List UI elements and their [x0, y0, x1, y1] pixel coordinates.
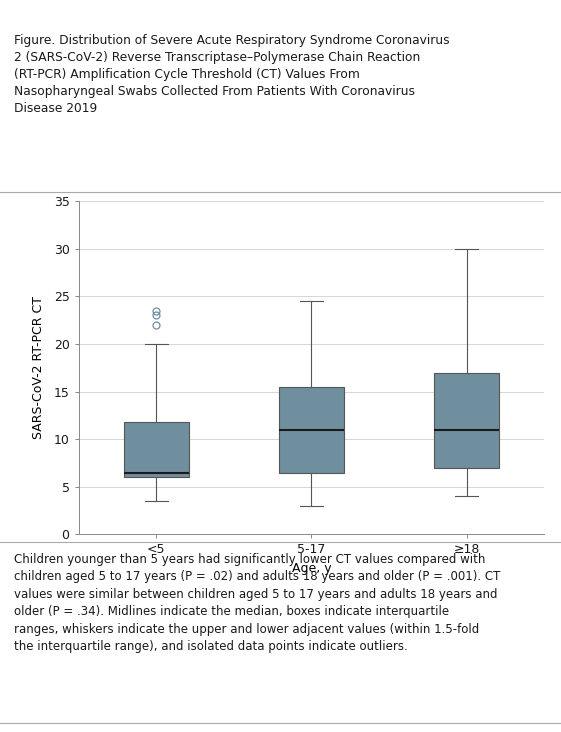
Text: Children younger than 5 years had significantly lower CT values compared with
ch: Children younger than 5 years had signif… — [14, 553, 500, 654]
Y-axis label: SARS-CoV-2 RT-PCR CT: SARS-CoV-2 RT-PCR CT — [33, 296, 45, 439]
Bar — [279, 386, 344, 473]
X-axis label: Age, y: Age, y — [292, 562, 331, 575]
Bar — [123, 422, 188, 477]
Bar — [434, 373, 499, 468]
Text: Figure. Distribution of Severe Acute Respiratory Syndrome Coronavirus
2 (SARS-Co: Figure. Distribution of Severe Acute Res… — [14, 34, 450, 115]
